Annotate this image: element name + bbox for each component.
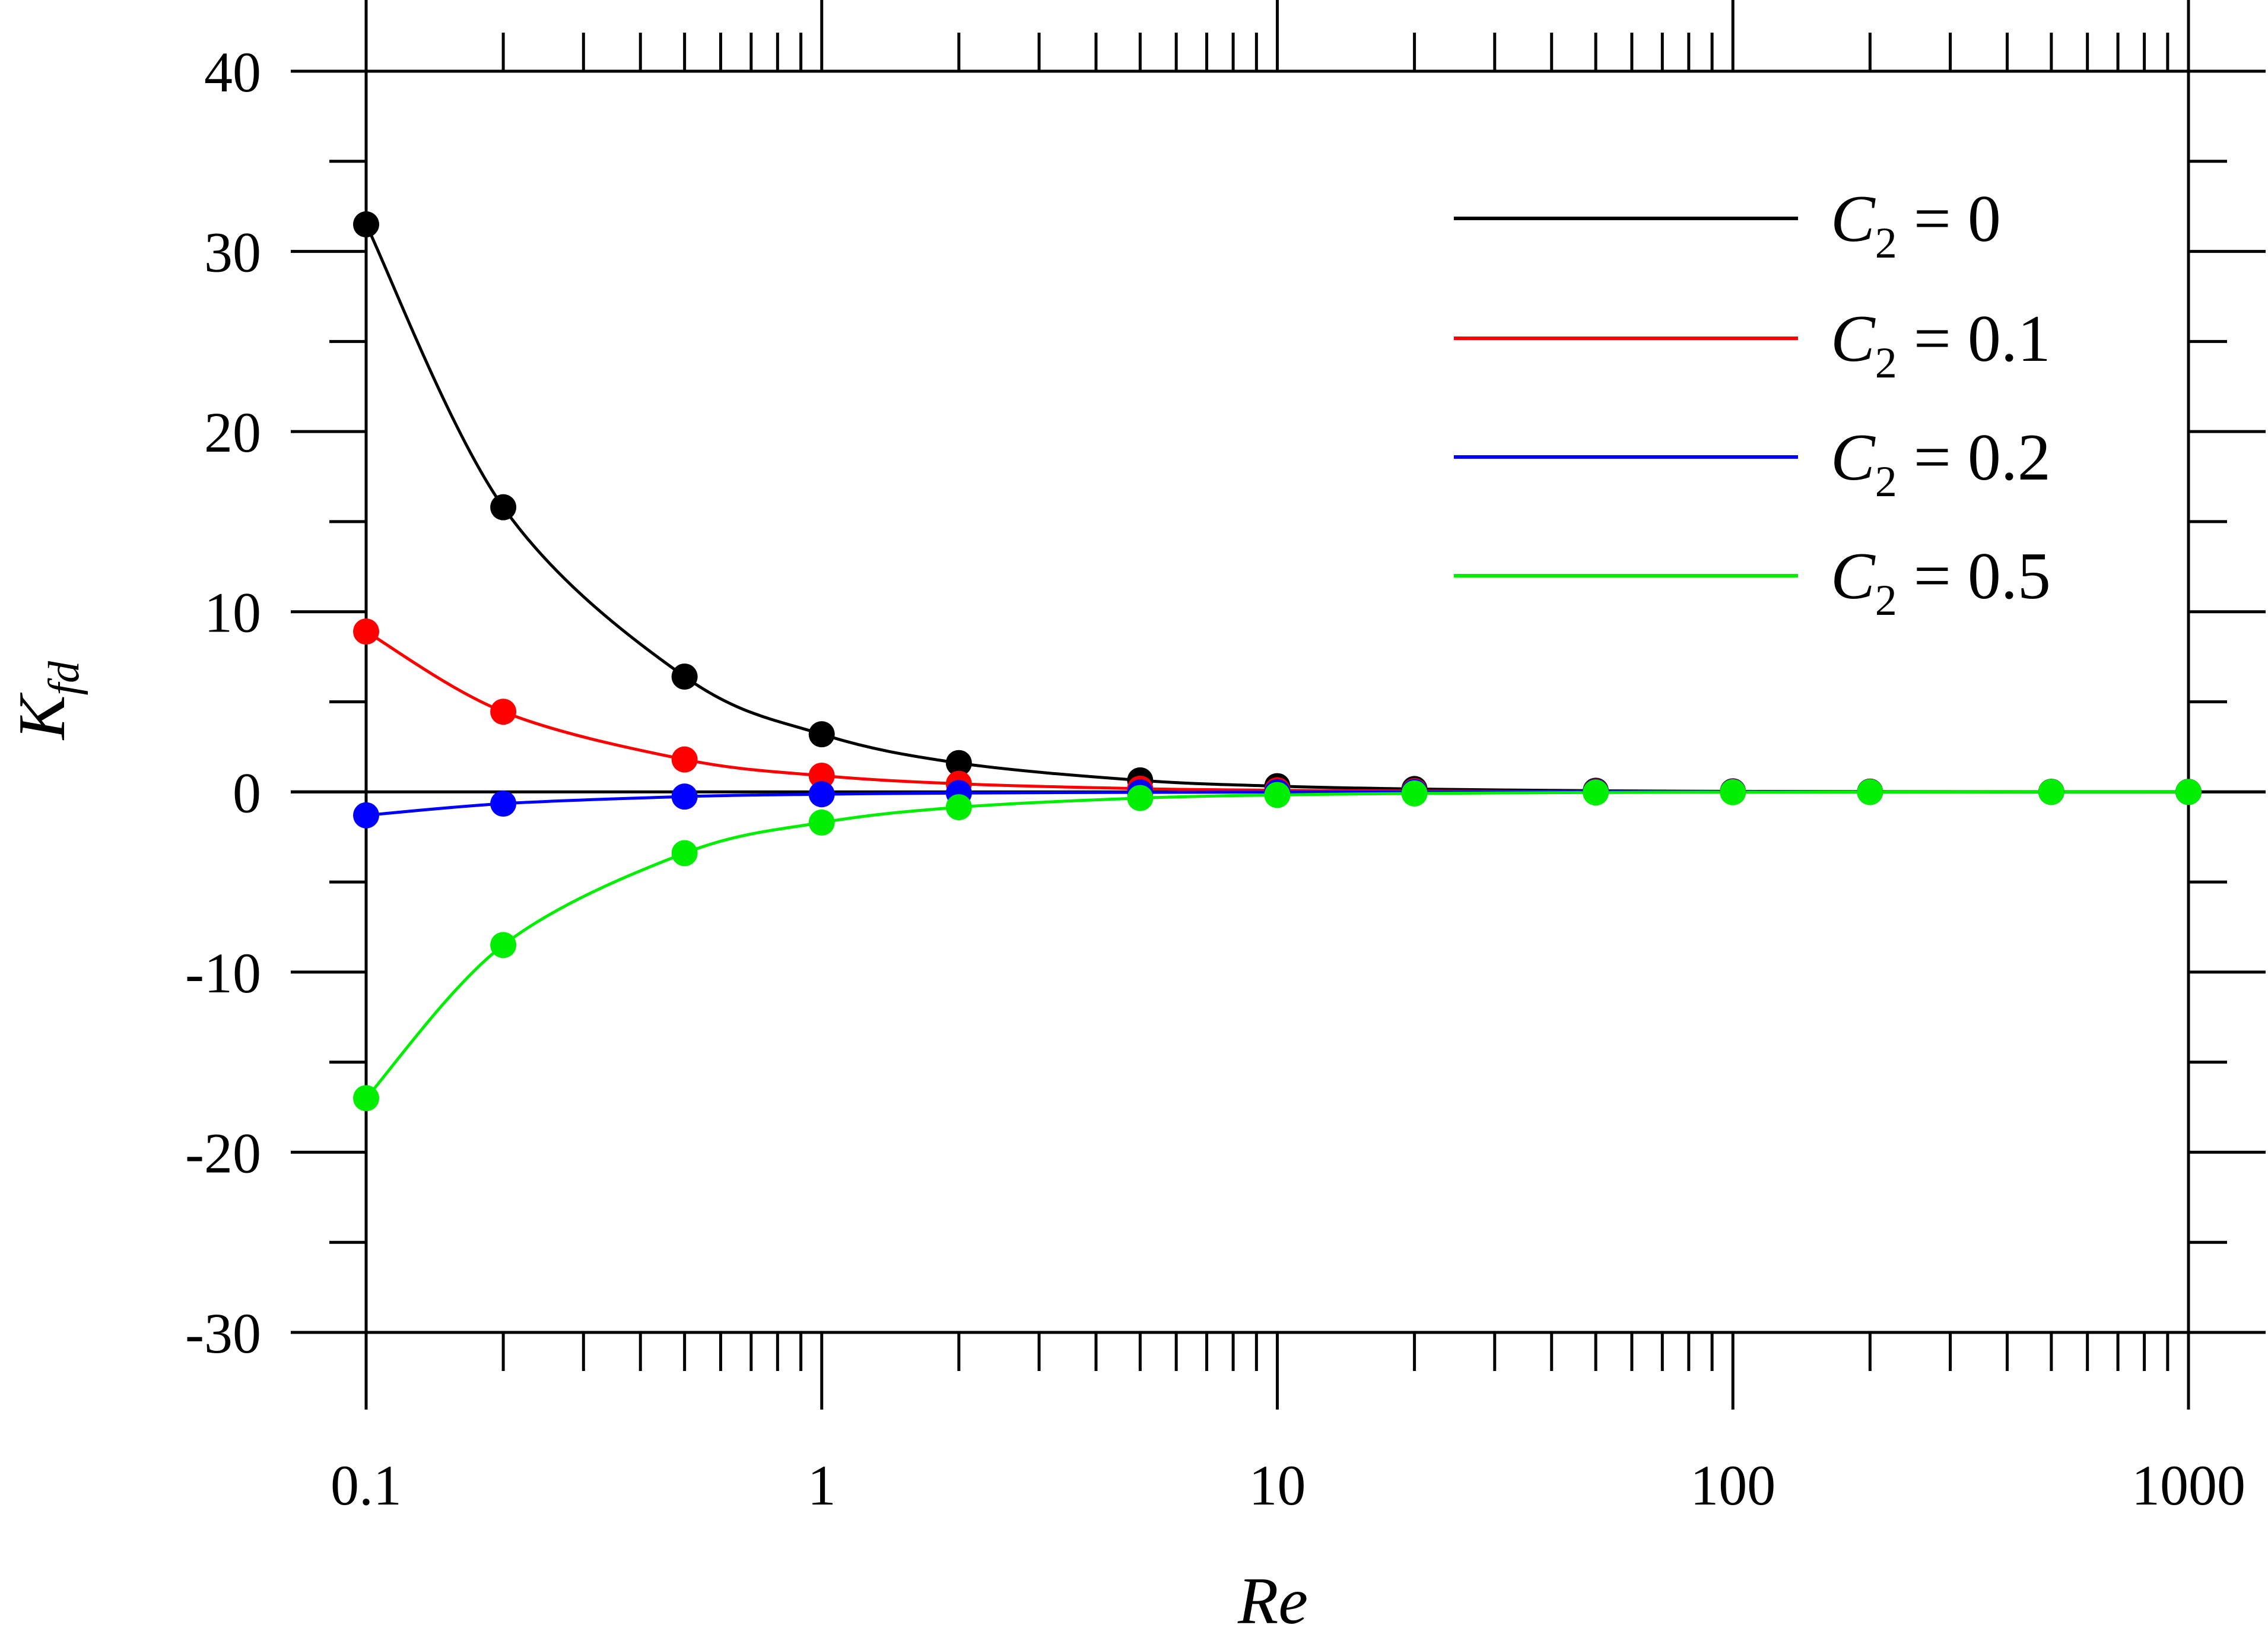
- x-axis-title: Re: [1237, 1564, 1308, 1638]
- data-point: [2038, 779, 2064, 805]
- y-tick-label: -30: [185, 1302, 261, 1365]
- svg-text:Kfd: Kfd: [5, 661, 88, 741]
- y-tick-label: 10: [204, 581, 261, 645]
- series-line: [365, 790, 2189, 1100]
- data-point: [671, 783, 698, 810]
- y-tick-label: 30: [204, 221, 261, 284]
- x-tick-label: 1000: [2132, 1453, 2245, 1517]
- data-point: [1583, 779, 1609, 806]
- legend-label: C2 = 0.2: [1831, 421, 2051, 506]
- data-point: [1857, 779, 1883, 805]
- data-point: [671, 664, 698, 690]
- legend-label: C2 = 0.1: [1831, 302, 2051, 388]
- data-point: [353, 1085, 379, 1112]
- data-point: [808, 781, 835, 808]
- x-tick-label: 1: [808, 1453, 836, 1517]
- data-point: [671, 840, 698, 867]
- y-tick-label: -10: [185, 941, 261, 1005]
- data-point: [808, 809, 835, 836]
- y-axis-title-sub: fd: [40, 661, 88, 696]
- data-point: [1401, 780, 1428, 807]
- data-point: [945, 750, 972, 776]
- x-tick-label: 0.1: [331, 1453, 402, 1517]
- series-line: [365, 630, 2189, 794]
- data-point: [353, 618, 379, 645]
- legend-label: C2 = 0.5: [1831, 539, 2051, 625]
- data-point: [490, 699, 517, 725]
- x-tick-label: 10: [1249, 1453, 1306, 1517]
- y-tick-label: 0: [233, 761, 261, 824]
- legend-label: C2 = 0: [1831, 182, 2001, 268]
- y-tick-label: 20: [204, 401, 261, 464]
- data-point: [353, 802, 379, 829]
- data-point: [1127, 785, 1154, 811]
- data-point: [490, 791, 517, 817]
- y-axis-title-main: K: [5, 692, 79, 741]
- y-tick-label: 40: [204, 40, 261, 104]
- data-point: [945, 794, 972, 821]
- data-point: [808, 721, 835, 748]
- data-point: [2175, 779, 2202, 805]
- axes: -30 -20 -10 0 10 20 30 40 0.1 1 10 100 1000: [185, 0, 2266, 1517]
- data-point: [1720, 779, 1746, 805]
- data-point: [808, 762, 835, 789]
- data-point: [490, 932, 517, 959]
- data-point: [490, 494, 517, 521]
- data-point: [1264, 782, 1291, 808]
- x-tick-label: 100: [1690, 1453, 1775, 1517]
- data-point: [353, 211, 379, 238]
- series-layer: [353, 211, 2202, 1112]
- legend: C2 = 0 C2 = 0.1 C2 = 0.2 C2 = 0.5: [1454, 182, 2051, 625]
- y-tick-label: -20: [185, 1121, 261, 1185]
- data-point: [671, 746, 698, 773]
- y-axis-title: Kfd: [5, 661, 88, 741]
